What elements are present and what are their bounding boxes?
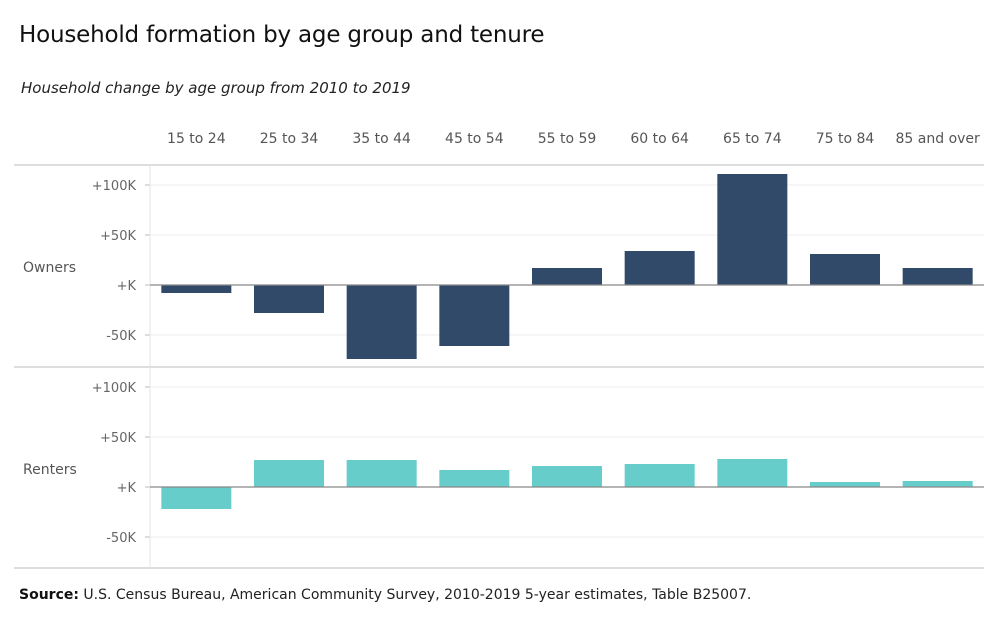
bar-renters	[161, 487, 232, 509]
y-tick-label: +K	[117, 481, 137, 496]
bar-owners	[439, 285, 510, 346]
row-label-renters: Renters	[23, 462, 77, 478]
y-tick-label: +50K	[100, 431, 136, 446]
category-label: 15 to 24	[167, 131, 226, 147]
bar-owners	[346, 285, 417, 359]
y-tick-label: +K	[117, 279, 137, 294]
bar-renters	[532, 466, 602, 487]
bar-owners	[810, 254, 880, 285]
bar-owners	[902, 268, 973, 285]
bar-renters	[346, 460, 417, 487]
bar-renters	[902, 481, 973, 487]
y-tick-label: +100K	[92, 179, 137, 194]
y-tick-label: -50K	[106, 329, 136, 344]
y-tick-label: +50K	[100, 229, 136, 244]
category-label: 65 to 74	[723, 131, 782, 147]
source-label: Source:	[19, 587, 79, 603]
y-tick-label: +100K	[92, 381, 137, 396]
bar-owners	[532, 268, 602, 285]
row-label-owners: Owners	[23, 260, 76, 276]
bar-renters	[254, 460, 324, 487]
source-text: U.S. Census Bureau, American Community S…	[83, 587, 752, 603]
bar-renters	[439, 470, 510, 487]
y-tick-label: -50K	[106, 531, 136, 546]
bar-renters	[810, 482, 880, 487]
category-label: 25 to 34	[260, 131, 319, 147]
bar-owners	[254, 285, 324, 313]
chart-subtitle: Household change by age group from 2010 …	[21, 79, 411, 97]
category-label: 85 and over	[896, 131, 981, 147]
category-label: 35 to 44	[352, 131, 411, 147]
bar-renters	[624, 464, 695, 487]
bar-owners	[717, 174, 788, 285]
category-label: 75 to 84	[816, 131, 875, 147]
bar-renters	[717, 459, 788, 487]
chart-title: Household formation by age group and ten…	[19, 22, 545, 48]
bar-owners	[624, 251, 695, 285]
category-label: 45 to 54	[445, 131, 504, 147]
source-note: Source: U.S. Census Bureau, American Com…	[19, 587, 751, 603]
category-label: 55 to 59	[538, 131, 597, 147]
bar-owners	[161, 285, 232, 293]
category-label: 60 to 64	[630, 131, 689, 147]
